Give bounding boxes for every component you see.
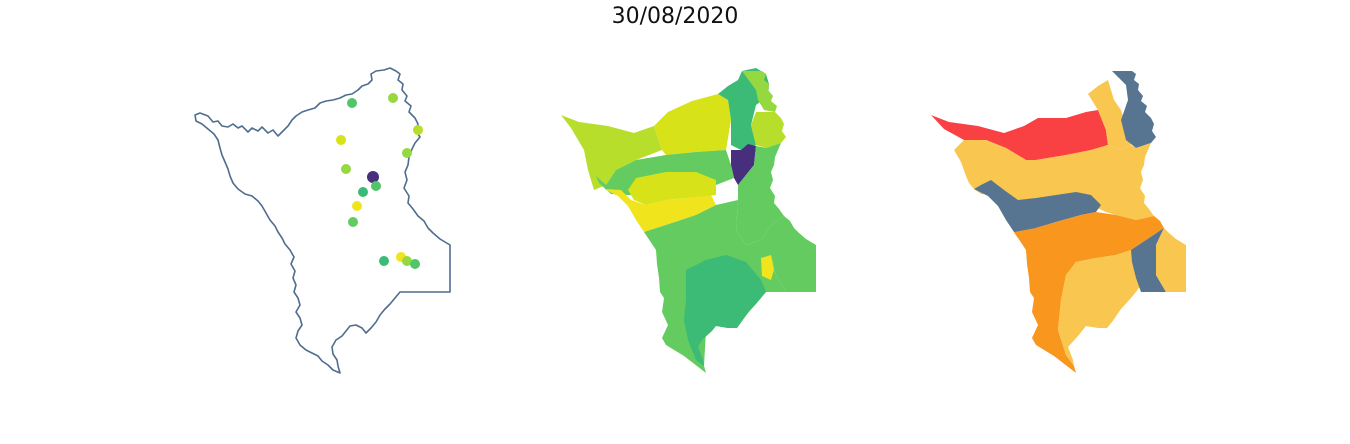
station-point [410,259,420,269]
figure-title: 30/08/2020 [611,4,739,29]
risk-north-red [931,110,1108,160]
risk-west-slate [974,180,1101,238]
risk-northeast-slate [1112,71,1156,148]
station-point [388,93,398,103]
station-point [367,171,379,183]
basin-northeast-top [742,71,777,112]
station-point [347,98,357,108]
basin-far-east [771,216,816,292]
station-point [413,125,423,135]
basin-east-upper [751,112,786,148]
station-point [371,181,381,191]
risk-north-yellow [1088,80,1131,150]
station-point [379,256,389,266]
station-point [336,135,346,145]
station-point [348,217,358,227]
region-outline [194,67,451,374]
risk-east-yellow [1156,228,1186,292]
station-point [352,201,362,211]
basin-center-dark [731,144,756,185]
basin-south-inner [684,255,766,366]
basin-east-middle [736,143,784,245]
risk-east-slate [1131,228,1166,292]
risk-south-orange [1014,212,1164,373]
station-point [402,148,412,158]
risk-south-yellow [1058,250,1141,366]
basin-small-yellow [761,255,774,280]
basin-west [561,115,662,190]
basin-lower-band [628,172,716,205]
station-point [341,164,351,174]
basin-northwest [654,94,731,155]
station-point [358,187,368,197]
basin-yellow-strip [604,189,716,232]
station-point [402,256,412,266]
